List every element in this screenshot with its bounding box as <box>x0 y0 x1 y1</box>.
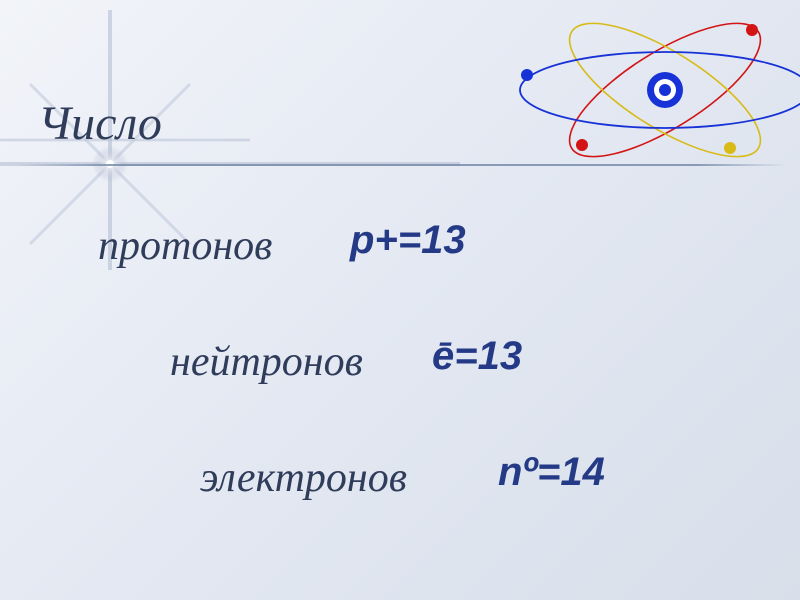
row-value-neutrons: ē=13 <box>432 334 522 379</box>
row-value-protons: p+=13 <box>350 218 466 263</box>
slide-title: Число <box>38 96 162 151</box>
row-value-electrons: nº=14 <box>498 450 605 495</box>
title-underline <box>16 164 788 166</box>
row-label-neutrons: нейтронов <box>170 338 363 386</box>
row-label-electrons: электронов <box>200 454 407 502</box>
atom-diagram-icon <box>490 0 800 230</box>
row-label-protons: протонов <box>98 222 272 270</box>
slide: Число протонов p+=13 нейтронов ē=13 элек… <box>0 0 800 600</box>
